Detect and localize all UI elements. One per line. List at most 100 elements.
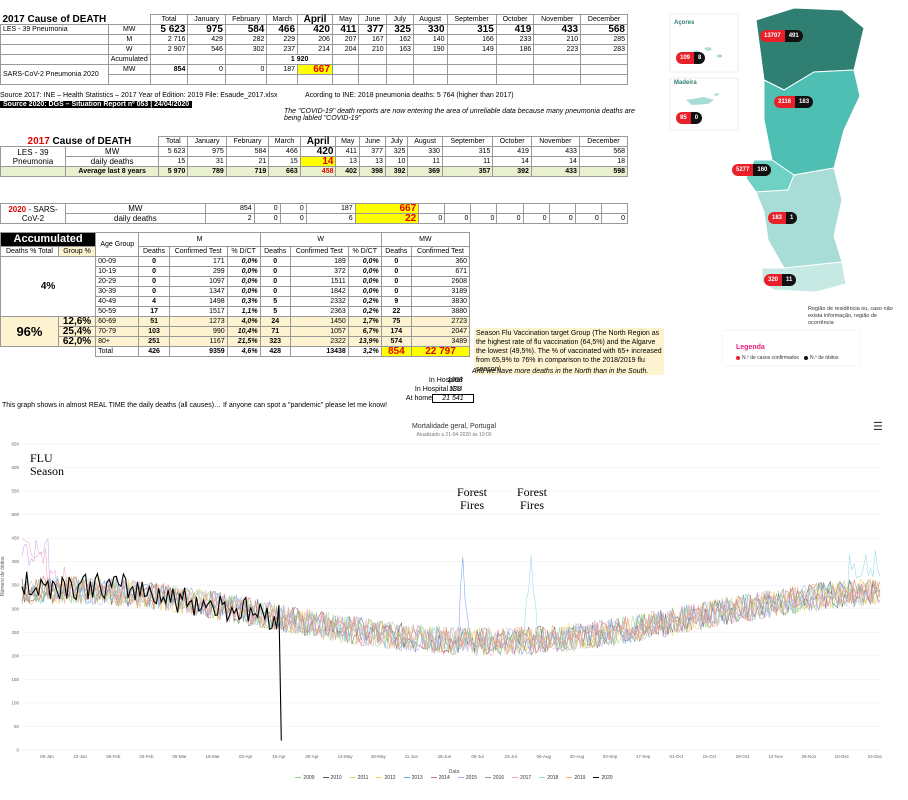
m-header: M — [138, 232, 261, 247]
cell: 223 — [533, 44, 582, 55]
legend-item[interactable]: 2020 — [593, 775, 613, 781]
month-header: May — [335, 136, 360, 147]
month-header: August — [412, 14, 448, 25]
legend-label: 2017 — [520, 775, 532, 781]
sub-header: Deaths — [380, 246, 413, 257]
pin-confirmed: 183 — [768, 212, 787, 224]
cell: 282 — [224, 34, 268, 45]
cell: 0,0% — [226, 266, 261, 277]
cell: 4,6% — [226, 346, 261, 357]
cell: 0,0% — [347, 256, 382, 267]
cell: Total — [95, 346, 140, 357]
cell: 283 — [580, 44, 628, 55]
legend-item[interactable]: 2010 — [322, 775, 342, 781]
cell: 206 — [297, 34, 333, 45]
legend-swatch-icon — [403, 777, 410, 779]
cell: 1273 — [168, 316, 228, 327]
cell: 433 — [530, 166, 580, 177]
cell: 719 — [225, 166, 270, 177]
cell: 3189 — [411, 286, 470, 297]
pin-madeira: 85 0 — [676, 112, 703, 124]
table-accumulated: Accumulated Age Group M W MW Deaths % To… — [0, 232, 471, 357]
cell: 433 — [533, 24, 582, 35]
table-title: 2017 Cause of DEATH — [2, 13, 107, 25]
table-subheader-row: Deaths % Total Group % Deaths Confirmed … — [0, 246, 470, 257]
cell: 0,0% — [347, 266, 382, 277]
table-row: W 2 907 546 302 237 214 204 210 163 190 … — [0, 44, 628, 55]
legend-item[interactable]: 2015 — [457, 775, 477, 781]
legend-item[interactable]: 2009 — [295, 775, 315, 781]
row-sublabel: MW — [64, 146, 160, 157]
icu-value: 188 — [449, 386, 461, 393]
x-tick-label: 23-Jan — [73, 754, 87, 759]
cell: 0 — [380, 266, 413, 277]
cell: 854 — [204, 203, 255, 214]
cell: 0 — [574, 213, 602, 224]
legend-label: 2013 — [411, 775, 423, 781]
cell-highlight: 667 — [354, 203, 420, 214]
cell: 330 — [407, 146, 443, 157]
cell: 1511 — [289, 276, 349, 287]
table-row: daily deaths 2 0 0 6 22 0 0 0 0 0 0 0 0 — [1, 213, 629, 224]
accumulated-value: 1 920 — [266, 54, 333, 65]
y-axis-label: Número de óbitos — [0, 556, 6, 596]
pin-deaths: 491 — [784, 30, 803, 42]
cell: 302 — [224, 44, 268, 55]
legend-item[interactable]: 2019 — [566, 775, 585, 781]
cell: 369 — [407, 166, 443, 177]
cell: 428 — [259, 346, 291, 357]
month-header: April — [299, 136, 337, 147]
cell: 584 — [224, 24, 268, 35]
icu-label: In Hospital ICU — [414, 386, 462, 393]
source-2020: Source 2020: DGS – Situation Report nº 0… — [0, 101, 193, 108]
cell: 574 — [380, 336, 413, 347]
cell: 0 — [380, 256, 413, 267]
row-label: SARS-CoV-2 Pneumonia 2020 — [0, 64, 109, 85]
pin-acores: 109 8 — [676, 52, 706, 64]
cell: 0 — [380, 276, 413, 287]
cell: 229 — [266, 34, 299, 45]
cell: 187 — [266, 64, 299, 75]
legend-item[interactable]: 2012 — [376, 775, 396, 781]
row-label: 2020 - SARS-CoV-2 — [0, 203, 66, 224]
row-sublabel: Acumulated — [107, 54, 151, 65]
cell: 21 — [225, 156, 270, 167]
month-header: March — [268, 136, 301, 147]
legend-item[interactable]: 2014 — [430, 775, 450, 781]
cell: 4,0% — [226, 316, 261, 327]
cell: 4 — [138, 296, 170, 307]
x-tick-label: 24-Dec — [868, 754, 883, 759]
flu-vaccination-note: Season Flu Vaccination target Group (The… — [474, 328, 664, 375]
month-header: Total — [158, 136, 189, 147]
month-header: June — [358, 14, 387, 25]
cell: 315 — [441, 146, 494, 157]
madeira-label: Madeira — [674, 80, 697, 86]
cell: 3,2% — [347, 346, 382, 357]
cell: 1057 — [289, 326, 349, 337]
hamburger-menu-icon[interactable]: ☰ — [873, 421, 883, 433]
legend-item[interactable]: 2018 — [539, 775, 558, 781]
cell: 0 — [187, 64, 226, 75]
legend-label: 2019 — [574, 775, 586, 781]
pin-north: 13707 491 — [760, 30, 803, 42]
legend-item[interactable]: 2013 — [403, 775, 423, 781]
legend-item[interactable]: 2016 — [484, 775, 504, 781]
cell: 31 — [187, 156, 227, 167]
y-tick-label: 100 — [11, 700, 19, 705]
legend-item[interactable]: 2017 — [512, 775, 531, 781]
group-pct: 62,0% — [57, 336, 97, 347]
table-row: 4% 00-09 0 171 0,0% 0 189 0,0% 0 360 — [0, 256, 470, 317]
pin-deaths: 160 — [753, 164, 772, 176]
cell: 299 — [168, 266, 228, 277]
cell: 1347 — [168, 286, 228, 297]
sub-header: Confirmed Test — [411, 246, 470, 257]
cell: 80+ — [95, 336, 140, 347]
legend-box — [721, 329, 861, 367]
cell: 0 — [279, 213, 307, 224]
cell: 0 — [600, 213, 629, 224]
legend-item[interactable]: 2011 — [349, 775, 368, 781]
legend-label: 2015 — [465, 775, 477, 781]
pct-96: 96% — [0, 316, 59, 347]
pin-deaths: 183 — [795, 96, 814, 108]
table-row: 2020 - SARS-CoV-2 MW 854 0 0 187 667 — [0, 203, 629, 224]
